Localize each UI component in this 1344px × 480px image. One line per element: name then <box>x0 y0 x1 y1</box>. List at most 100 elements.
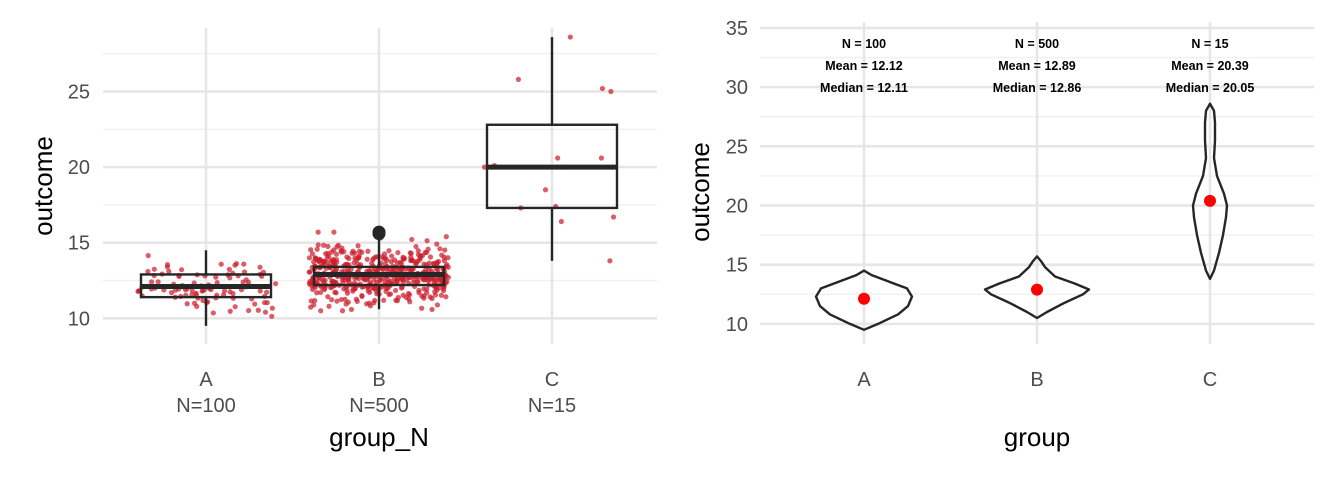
jitter-point <box>314 290 320 296</box>
jitter-point <box>334 259 340 266</box>
jitter-point <box>341 286 347 292</box>
jitter-point <box>417 254 423 260</box>
x-tick-label: A <box>199 369 213 391</box>
violin-y-axis-title: outcome <box>685 142 715 242</box>
violin-shapes <box>814 102 1229 331</box>
boxplot-y-tick-labels: 10 15 20 25 <box>68 82 90 331</box>
jitter-point <box>434 287 440 293</box>
jitter-point <box>155 279 161 285</box>
jitter-point <box>306 269 312 275</box>
jitter-point <box>214 279 220 286</box>
jitter-point <box>401 255 408 262</box>
jitter-point <box>371 300 377 306</box>
summary-annotation-line: N = 15 <box>1191 37 1228 51</box>
jitter-point <box>599 85 606 92</box>
jitter-point <box>309 251 316 257</box>
jitter-point <box>421 293 427 299</box>
jitter-point <box>408 258 414 264</box>
jitter-point <box>333 266 340 273</box>
x-tick-label: A <box>857 369 871 391</box>
jitter-point <box>314 246 320 252</box>
jitter-point <box>226 266 232 272</box>
y-tick-label: 20 <box>726 195 748 217</box>
jitter-point <box>240 279 246 285</box>
jitter-point <box>135 288 141 295</box>
jitter-point <box>386 248 392 254</box>
jitter-point <box>227 289 233 295</box>
jitter-point <box>308 247 314 253</box>
jitter-point <box>542 187 549 193</box>
jitter-point <box>333 290 339 296</box>
jitter-point <box>316 258 322 265</box>
jitter-point <box>341 249 347 255</box>
boxplot-y-axis-title: outcome <box>28 136 58 236</box>
jitter-point <box>184 301 190 307</box>
violin-shape <box>1191 102 1229 281</box>
jitter-point <box>387 291 394 297</box>
jitter-point <box>315 242 321 248</box>
jitter-point <box>359 292 365 299</box>
jitter-point <box>431 279 437 285</box>
jitter-point <box>345 299 351 305</box>
jitter-point <box>442 247 448 253</box>
jitter-point <box>408 250 414 257</box>
jitter-point <box>413 260 420 266</box>
summary-annotation-line: Mean = 20.39 <box>1171 59 1249 73</box>
jitter-point <box>407 299 413 305</box>
jitter-point <box>349 250 355 256</box>
jitter-point <box>438 292 444 298</box>
jitter-point <box>445 264 451 270</box>
jitter-point <box>392 287 399 294</box>
jitter-point <box>515 76 522 83</box>
jitter-point <box>145 252 151 259</box>
jitter-point <box>441 288 447 294</box>
jitter-point <box>432 292 439 298</box>
jitter-point <box>427 254 434 260</box>
jitter-point <box>344 254 350 260</box>
jitter-point <box>312 298 318 304</box>
jitter-point <box>189 287 195 294</box>
jitter-point <box>424 238 430 244</box>
jitter-point <box>329 297 335 303</box>
violin-mean-points <box>858 194 1216 305</box>
y-tick-label: 35 <box>726 18 748 40</box>
jitter-point <box>403 294 409 300</box>
violin-x-axis-title: group <box>1004 422 1071 452</box>
jitter-point <box>179 267 185 273</box>
jitter-point <box>317 289 324 296</box>
jitter-point <box>325 243 331 250</box>
summary-annotation-line: Mean = 12.12 <box>825 59 903 73</box>
jitter-point <box>333 251 340 257</box>
jitter-point <box>435 258 442 265</box>
y-tick-label: 15 <box>726 255 748 277</box>
violin-panel: N = 100 Mean = 12.12 Median = 12.11 N = 500… <box>685 18 1314 452</box>
jitter-point <box>445 255 451 261</box>
jitter-point <box>321 242 327 248</box>
mean-point <box>1031 283 1043 296</box>
jitter-point <box>306 255 313 261</box>
jitter-point <box>354 298 360 304</box>
jitter-point <box>145 268 151 275</box>
jitter-point <box>413 243 419 250</box>
jitter-point <box>439 252 445 258</box>
summary-annotation-line: N = 500 <box>1015 37 1059 51</box>
violin-x-tick-labels: A B C <box>857 369 1217 391</box>
box-outlier <box>372 227 386 241</box>
violin-shape <box>814 269 914 331</box>
jitter-point <box>232 304 238 310</box>
jitter-point <box>164 264 171 270</box>
jitter-point <box>329 278 336 285</box>
jitter-point <box>233 260 240 267</box>
jitter-point <box>389 253 395 259</box>
boxplot-panel: 10 15 20 25 A N=100 B N=500 C N=15 group_N outco… <box>28 28 657 452</box>
jitter-point <box>324 255 330 261</box>
summary-annotation-line: Median = 20.05 <box>1166 81 1255 95</box>
jitter-point <box>414 279 420 285</box>
jitter-point <box>398 260 404 267</box>
jitter-point <box>194 303 200 310</box>
summary-annotation-line: N = 100 <box>842 37 886 51</box>
jitter-point <box>315 229 321 235</box>
jitter-point <box>384 257 390 263</box>
jitter-point <box>377 278 383 284</box>
